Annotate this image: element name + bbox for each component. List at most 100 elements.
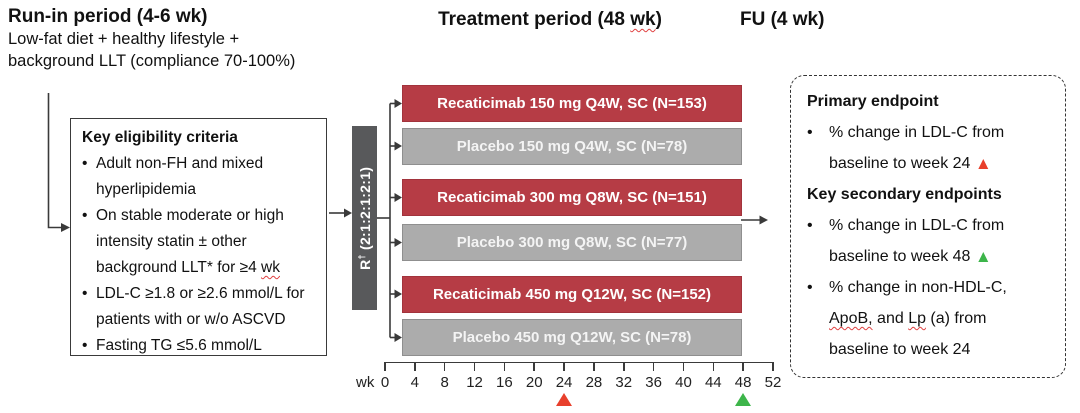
axis-tick	[682, 362, 685, 371]
axis-tick	[384, 362, 386, 371]
eligibility-title: Key eligibility criteria	[82, 129, 238, 146]
axis-tick-label: 4	[410, 374, 420, 391]
bullet-icon: •	[807, 217, 813, 234]
week-48-timeline-marker-icon	[735, 393, 752, 406]
randomization-label: R† (2:1:2:1:2:1)	[356, 166, 373, 269]
eligibility-arrowhead-icon	[344, 208, 352, 218]
bullet-icon: •	[82, 337, 88, 354]
eligibility-line: patients with or w/o ASCVD	[96, 311, 286, 328]
eligibility-line-wavy-word: wk	[261, 259, 280, 276]
axis-tick	[414, 362, 416, 371]
branch-arrowhead-arm5-icon	[394, 289, 402, 299]
axis-tick	[593, 362, 595, 371]
arm-bar-placebo-150: Placebo 150 mg Q4W, SC (N=78)	[402, 127, 742, 165]
treatment-period-title-text: Treatment period (48	[438, 9, 631, 30]
endpoint-line: % change in non-HDL-C,	[829, 279, 1007, 296]
axis-tick-label: 36	[645, 374, 662, 391]
eligibility-line-text: background LLT* for ≥4	[96, 259, 262, 276]
endpoint-line: ApoB, and Lp (a) from	[807, 303, 1055, 334]
axis-tick-label: 12	[466, 374, 483, 391]
run-in-elbow-arrow	[47, 93, 61, 229]
eligibility-bullet-2: • On stable moderate or high	[82, 203, 320, 229]
endpoint-line-text: (a) from	[925, 310, 987, 327]
branch-arrowhead-arm1-icon	[394, 99, 402, 108]
week-24-timeline-marker-icon	[556, 393, 573, 406]
axis-tick-label: 20	[525, 374, 543, 391]
timeline-axis-line	[385, 362, 773, 363]
eligibility-line: Adult non-FH and mixed	[96, 155, 264, 172]
axis-tick	[443, 362, 446, 371]
axis-tick	[712, 362, 715, 371]
endpoint-line: % change in LDL-C from	[829, 124, 1005, 141]
eligibility-bullet-4: • Fasting TG ≤5.6 mmol/L	[82, 333, 320, 359]
endpoint-line-text: and	[872, 310, 909, 327]
eligibility-bullet-3: • LDL-C ≥1.8 or ≥2.6 mmol/L for	[82, 281, 320, 307]
timeline-axis: 0 4 8 12 16 20 24 28 32 36 40 44 48 52	[381, 362, 781, 412]
eligibility-line: hyperlipidemia	[96, 181, 196, 198]
bullet-icon: •	[807, 124, 813, 141]
run-in-arrowhead-icon	[61, 223, 70, 232]
arm-bar-recaticimab-450: Recaticimab 450 mg Q12W, SC (N=152)	[402, 275, 742, 313]
axis-tick-label: 44	[704, 374, 722, 391]
eligibility-line: intensity statin ± other	[96, 233, 247, 250]
arm-bar-recaticimab-150: Recaticimab 150 mg Q4W, SC (N=153)	[402, 85, 742, 122]
axis-tick-label: 52	[764, 374, 782, 391]
bullet-icon: •	[807, 279, 813, 296]
axis-tick-label: 48	[734, 374, 752, 391]
arm-bar-placebo-300: Placebo 300 mg Q8W, SC (N=77)	[402, 224, 742, 261]
arm-bar-recaticimab-300: Recaticimab 300 mg Q8W, SC (N=151)	[402, 179, 742, 216]
timeline-unit-label: wk	[356, 374, 375, 391]
bullet-icon: •	[82, 155, 88, 172]
arm-bar-placebo-450: Placebo 450 mg Q12W, SC (N=78)	[402, 319, 742, 356]
axis-tick-label: 40	[675, 374, 692, 391]
bullet-icon: •	[82, 285, 88, 302]
axis-tick	[533, 362, 536, 371]
axis-tick-label: 16	[496, 374, 513, 391]
treatment-period-title: Treatment period (48 wk)	[400, 9, 700, 31]
axis-tick	[742, 362, 744, 371]
endpoint-wavy-word: Lp	[908, 310, 926, 327]
randomization-ratio: (2:1:2:1:2:1)	[356, 166, 373, 254]
treatment-period-title-paren: )	[655, 9, 662, 30]
week-24-marker-triangle-icon: ▲	[974, 154, 992, 173]
eligibility-line: Fasting TG ≤5.6 mmol/L	[96, 337, 262, 354]
treatment-period-title-wavy-word: wk	[630, 9, 656, 30]
eligibility-bullet-1: • Adult non-FH and mixed	[82, 151, 320, 177]
bullet-icon: •	[82, 207, 88, 224]
run-in-description-line2: background LLT (compliance 70-100%)	[8, 52, 296, 70]
secondary-endpoints-title: Key secondary endpoints	[807, 186, 1002, 203]
axis-tick	[563, 362, 565, 371]
randomization-r: R	[356, 259, 373, 270]
dagger-icon: †	[356, 253, 367, 260]
endpoint-line-text: baseline to week 48	[829, 248, 975, 265]
axis-tick-label: 8	[440, 374, 449, 391]
axis-tick	[503, 362, 506, 371]
secondary-endpoint-bullet-2: • % change in non-HDL-C,	[807, 272, 1055, 303]
branch-arrowhead-arm2-icon	[394, 141, 402, 151]
endpoints-box: Primary endpoint • % change in LDL-C from…	[790, 75, 1066, 378]
branch-arrowhead-arm4-icon	[394, 238, 402, 247]
axis-tick-label: 32	[615, 374, 633, 391]
endpoint-line: % change in LDL-C from	[829, 217, 1005, 234]
endpoint-wavy-word: ApoB,	[829, 310, 873, 327]
axis-tick	[622, 362, 625, 371]
eligibility-line: On stable moderate or high	[96, 207, 284, 224]
week-48-marker-triangle-icon: ▲	[974, 247, 992, 266]
endpoint-line: baseline to week 24 ▲	[807, 148, 1055, 179]
endpoint-line-text: baseline to week 24	[829, 155, 975, 172]
primary-endpoint-title: Primary endpoint	[807, 93, 939, 110]
secondary-endpoint-bullet-1: • % change in LDL-C from	[807, 210, 1055, 241]
run-in-title: Run-in period (4-6 wk)	[8, 6, 208, 27]
eligibility-box: Key eligibility criteria • Adult non-FH a…	[70, 118, 327, 356]
branch-arrowhead-arm6-icon	[394, 333, 402, 342]
eligibility-line: background LLT* for ≥4 wk	[82, 255, 320, 281]
axis-tick	[772, 362, 774, 371]
endpoint-line: baseline to week 48 ▲	[807, 241, 1055, 272]
axis-tick-label: 28	[585, 374, 603, 391]
axis-tick	[473, 362, 476, 371]
run-in-description-line1: Low-fat diet + healthy lifestyle +	[8, 30, 240, 48]
run-in-section: Run-in period (4-6 wk) Low-fat diet + he…	[8, 5, 353, 72]
randomization-box: R† (2:1:2:1:2:1)	[352, 126, 377, 310]
eligibility-line: LDL-C ≥1.8 or ≥2.6 mmol/L for	[96, 285, 305, 302]
